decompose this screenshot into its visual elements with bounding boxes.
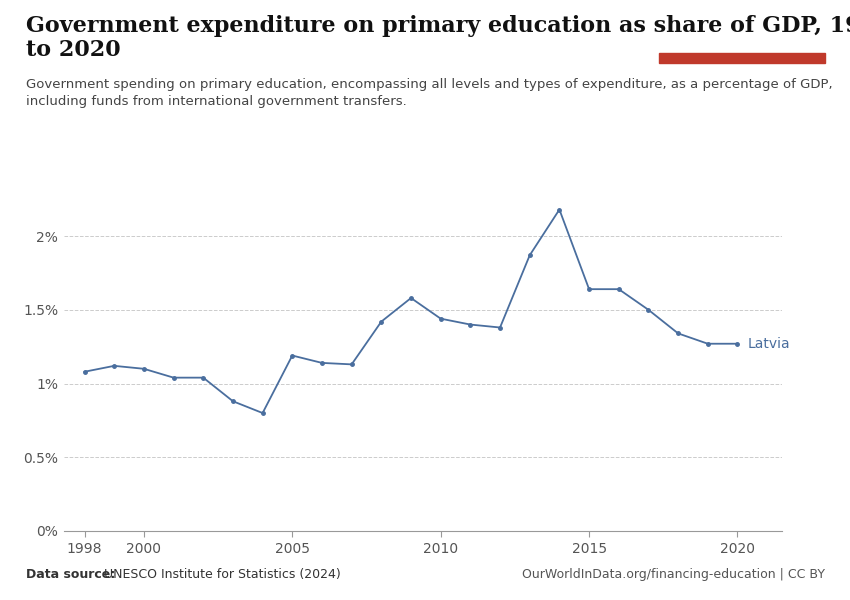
- Text: Our World: Our World: [706, 12, 777, 25]
- Text: to 2020: to 2020: [26, 39, 120, 61]
- Text: in Data: in Data: [717, 28, 767, 41]
- Text: Latvia: Latvia: [748, 337, 790, 351]
- Bar: [659, 53, 824, 63]
- Text: Data source:: Data source:: [26, 568, 115, 581]
- Text: OurWorldInData.org/financing-education | CC BY: OurWorldInData.org/financing-education |…: [522, 568, 824, 581]
- Text: UNESCO Institute for Statistics (2024): UNESCO Institute for Statistics (2024): [100, 568, 341, 581]
- Text: Government expenditure on primary education as share of GDP, 1998: Government expenditure on primary educat…: [26, 15, 850, 37]
- Text: Government spending on primary education, encompassing all levels and types of e: Government spending on primary education…: [26, 78, 832, 108]
